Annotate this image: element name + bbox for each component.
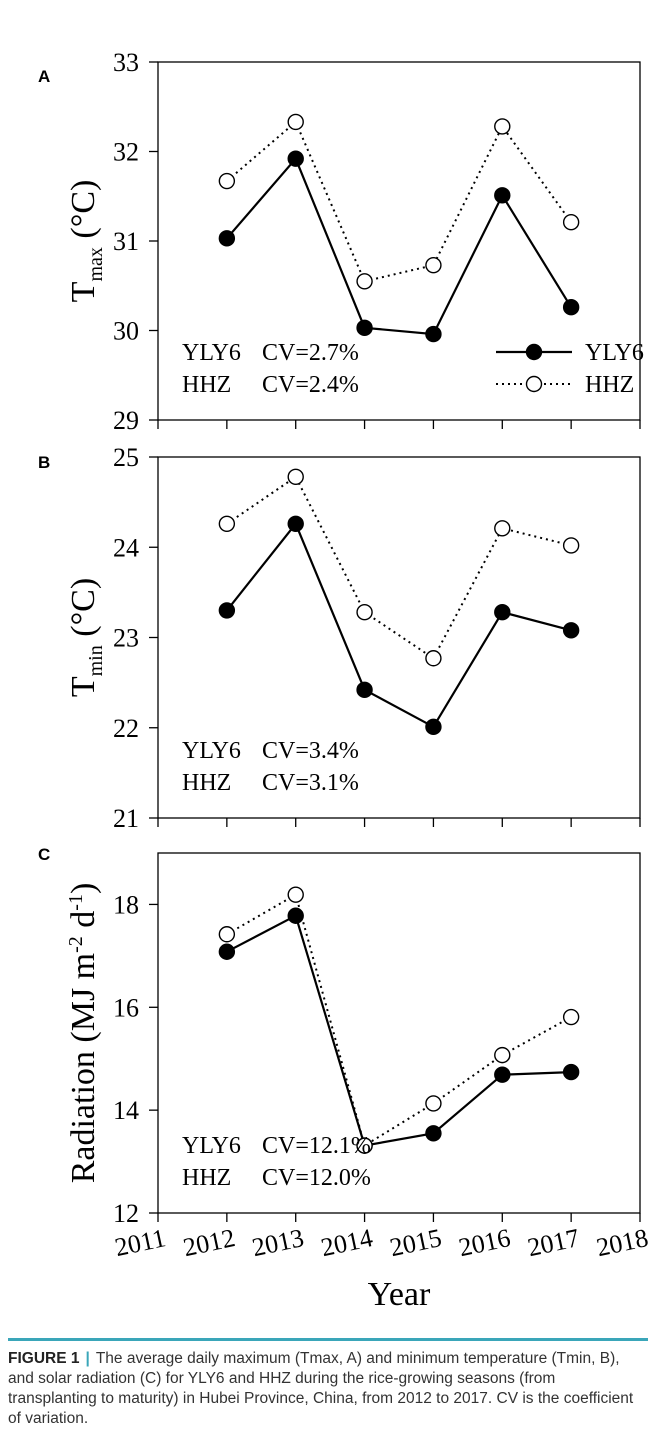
cv-variety-label: YLY6 [182, 738, 241, 764]
y-axis-label-C: Radiation (MJ m-2 d-1) [65, 883, 102, 1184]
figure-label: FIGURE 1 [8, 1350, 79, 1367]
data-point-yly6 [564, 300, 579, 315]
x-tick-label: 2016 [456, 1223, 513, 1262]
x-tick-label: 2017 [525, 1223, 582, 1262]
x-tick-label: 2011 [112, 1223, 168, 1262]
data-point-yly6 [357, 320, 372, 335]
y-axis-label-A: Tmax (°C) [65, 180, 107, 303]
data-point-hhz [495, 521, 510, 536]
caption-separator: | [79, 1350, 95, 1367]
data-point-hhz [426, 258, 441, 273]
data-point-hhz [426, 651, 441, 666]
data-point-hhz [288, 469, 303, 484]
x-tick-label: 2018 [594, 1223, 651, 1262]
caption-text: The average daily maximum (Tmax, A) and … [8, 1350, 633, 1427]
cv-value: CV=3.1% [262, 770, 359, 796]
y-tick-label: 16 [113, 993, 139, 1022]
data-point-yly6 [219, 944, 234, 959]
x-tick-label: 2012 [181, 1223, 238, 1262]
panel-letter-B: B [38, 453, 50, 472]
plot-frame-C [158, 853, 640, 1213]
cv-value: CV=2.7% [262, 340, 359, 366]
y-tick-label: 22 [113, 714, 139, 743]
data-point-hhz [288, 887, 303, 902]
data-point-hhz [495, 1048, 510, 1063]
series-line-hhz [227, 122, 571, 281]
series-line-hhz [227, 477, 571, 658]
x-axis-label: Year [368, 1276, 431, 1313]
data-point-yly6 [219, 231, 234, 246]
cv-value: CV=2.4% [262, 372, 359, 398]
series-line-yly6 [227, 524, 571, 727]
cv-variety-label: YLY6 [182, 340, 241, 366]
figure-chart: A 29 30 31 32 33 Tmax (°C) YLY6 CV=2.7% HHZ CV=2.4… [0, 0, 657, 1330]
cv-value: CV=3.4% [262, 738, 359, 764]
y-tick-label: 24 [113, 533, 139, 562]
series-line-hhz [227, 895, 571, 1146]
legend-label-yly6: YLY6 [585, 340, 644, 366]
legend-marker-yly6 [527, 345, 542, 360]
y-tick-label: 23 [113, 624, 139, 653]
data-point-yly6 [426, 327, 441, 342]
data-point-hhz [357, 274, 372, 289]
data-point-hhz [357, 605, 372, 620]
y-tick-label: 14 [113, 1096, 139, 1125]
data-point-yly6 [426, 1126, 441, 1141]
legend-marker-hhz [527, 377, 542, 392]
cv-value: CV=12.1% [262, 1133, 371, 1159]
series-line-yly6 [227, 916, 571, 1146]
cv-variety-label: HHZ [182, 372, 231, 398]
data-point-yly6 [219, 603, 234, 618]
data-point-hhz [219, 516, 234, 531]
data-point-yly6 [495, 1067, 510, 1082]
panel-letter-A: A [38, 67, 50, 86]
data-point-yly6 [357, 682, 372, 697]
legend-label-hhz: HHZ [585, 372, 634, 398]
y-tick-label: 32 [113, 138, 139, 167]
data-point-hhz [219, 927, 234, 942]
data-point-yly6 [426, 719, 441, 734]
data-point-hhz [564, 215, 579, 230]
y-tick-label: 21 [113, 804, 139, 833]
y-tick-label: 18 [113, 890, 139, 919]
cv-variety-label: HHZ [182, 1165, 231, 1191]
y-tick-label: 30 [113, 317, 139, 346]
series-line-yly6 [227, 159, 571, 334]
x-tick-label: 2013 [250, 1223, 307, 1262]
data-point-hhz [564, 538, 579, 553]
y-tick-label: 29 [113, 406, 139, 435]
data-point-yly6 [495, 188, 510, 203]
x-tick-label: 2014 [318, 1223, 375, 1262]
figure-caption: FIGURE 1 | The average daily maximum (Tmax… [8, 1338, 648, 1429]
data-point-hhz [564, 1010, 579, 1025]
data-point-hhz [426, 1096, 441, 1111]
data-point-hhz [288, 114, 303, 129]
cv-value: CV=12.0% [262, 1165, 371, 1191]
data-point-yly6 [564, 623, 579, 638]
data-point-hhz [219, 174, 234, 189]
data-point-yly6 [288, 516, 303, 531]
data-point-yly6 [564, 1065, 579, 1080]
x-tick-label: 2015 [387, 1223, 444, 1262]
y-tick-label: 25 [113, 443, 139, 472]
y-tick-label: 31 [113, 227, 139, 256]
y-tick-label: 33 [113, 48, 139, 77]
y-axis-label-B: Tmin (°C) [65, 578, 107, 697]
cv-variety-label: YLY6 [182, 1133, 241, 1159]
y-tick-label: 12 [113, 1199, 139, 1228]
panel-letter-C: C [38, 845, 50, 864]
cv-variety-label: HHZ [182, 770, 231, 796]
data-point-yly6 [495, 605, 510, 620]
data-point-hhz [495, 119, 510, 134]
data-point-yly6 [288, 151, 303, 166]
